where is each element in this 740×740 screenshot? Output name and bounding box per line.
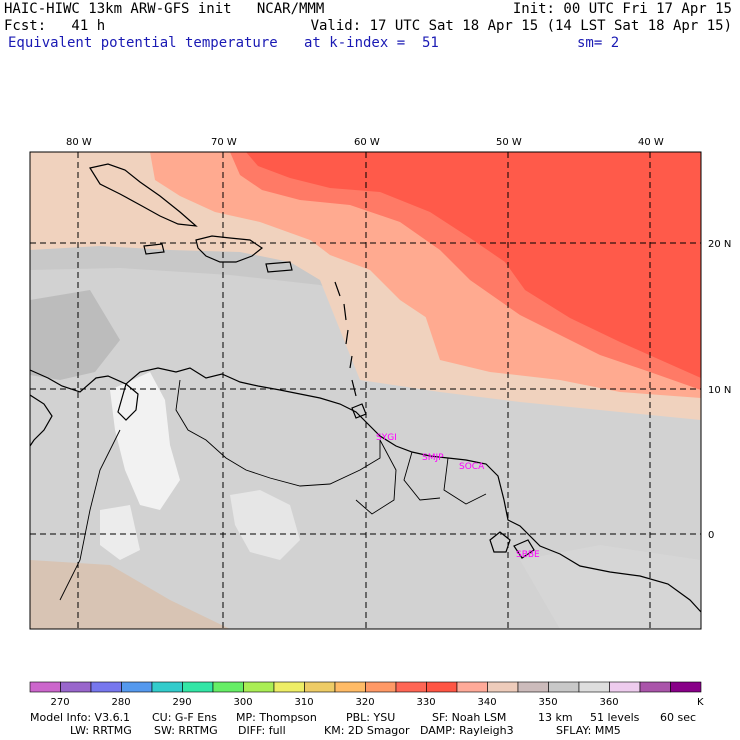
forecast-hour: Fcst: 41 h: [4, 18, 106, 34]
lon-label-40w: 40 W: [638, 137, 664, 148]
colorbar-swatch: [609, 681, 641, 693]
colorbar-swatch: [365, 681, 397, 693]
footer-sflay: SFLAY: MM5: [556, 724, 621, 737]
field-dark-gray-west: [30, 290, 120, 380]
footer-km: KM: 2D Smagor: [324, 724, 410, 737]
colorbar-swatch: [517, 681, 549, 693]
coast-hispaniola: [195, 235, 264, 263]
lat-label-0: 0: [708, 530, 714, 541]
smoothing-label: sm= 2: [577, 35, 620, 51]
coast-lake-maracaibo: [117, 382, 139, 421]
colorbar-labels: 270 280 290 300 310 320 330 340 350 360: [51, 697, 619, 708]
colorbar-tick-label: 320: [356, 697, 375, 708]
station-soca: SOCA: [459, 462, 485, 472]
coast-central-america: [30, 394, 53, 447]
station-sbbe: SBBE: [516, 550, 540, 560]
colorbar-swatch: [273, 681, 305, 693]
lon-label-50w: 50 W: [496, 137, 522, 148]
lon-label-80w: 80 W: [66, 137, 92, 148]
field-light-southeast: [520, 545, 701, 629]
border-guyana: [355, 439, 397, 515]
border-venezuela: [175, 379, 381, 487]
init-time: Init: 00 UTC Fri 17 Apr 15: [512, 1, 732, 17]
valid-time: Valid: 17 UTC Sat 18 Apr 15 (14 LST Sat …: [310, 18, 732, 34]
colorbar-swatch: [121, 681, 153, 693]
colorbar-swatch: [426, 681, 458, 693]
colorbar-swatch: [334, 681, 366, 693]
field-red: [246, 152, 701, 378]
highlands-guiana: [230, 490, 300, 560]
colorbar-swatch: [639, 681, 671, 693]
colorbar-swatch: [578, 681, 610, 693]
colorbar-swatch: [456, 681, 488, 693]
lat-label-10n: 10 N: [708, 385, 731, 396]
colorbar-swatch: [151, 681, 183, 693]
colorbar-tick-label: 270: [51, 697, 70, 708]
coast-jamaica: [143, 243, 165, 255]
colorbar-swatch: [60, 681, 92, 693]
graticule: [30, 152, 701, 629]
theta-e-field: SYGI SMJP SOCA SBBE: [30, 152, 701, 629]
footer-cu: CU: G-F Ens: [152, 711, 217, 724]
field-name: Equivalent potential temperature: [8, 35, 278, 51]
colorbar: [29, 681, 702, 693]
colorbar-tick-label: 350: [539, 697, 558, 708]
highlands-andes: [110, 372, 180, 510]
footer-levels: 51 levels: [590, 711, 640, 724]
colorbar-swatch: [395, 681, 427, 693]
colorbar-swatch: [212, 681, 244, 693]
field-tan-southwest: [30, 560, 230, 629]
colorbar-swatch: [29, 681, 61, 693]
footer-model-info: Model Info: V3.6.1: [30, 711, 131, 724]
station-smjp: SMJP: [422, 453, 444, 463]
level-label: at k-index = 51: [304, 35, 439, 51]
colorbar-swatch: [304, 681, 336, 693]
border-suriname: [403, 451, 441, 501]
field-salmon-tongue: [300, 226, 440, 320]
footer-resolution: 13 km: [538, 711, 573, 724]
footer-lw: LW: RRTMG: [70, 724, 132, 737]
lon-label-70w: 70 W: [211, 137, 237, 148]
coastlines: [30, 163, 701, 613]
colorbar-unit: K: [697, 697, 704, 708]
map-frame: [29, 151, 702, 630]
footer-pbl: PBL: YSU: [346, 711, 396, 724]
colorbar-tick-label: 330: [417, 697, 436, 708]
border-french-guiana: [443, 457, 487, 505]
model-title: HAIC-HIWC 13km ARW-GFS init NCAR/MMM: [4, 1, 325, 17]
colorbar-swatch: [670, 681, 702, 693]
colorbar-swatch: [548, 681, 580, 693]
coast-cuba: [89, 163, 198, 227]
footer-mp: MP: Thompson: [236, 711, 317, 724]
colorbar-swatch: [243, 681, 275, 693]
footer-sw: SW: RRTMG: [154, 724, 218, 737]
highlands-south: [100, 505, 140, 560]
colorbar-tick-label: 340: [478, 697, 497, 708]
coast-lesser-antilles: [334, 281, 357, 397]
footer-damp: DAMP: Rayleigh3: [420, 724, 514, 737]
footer-diff: DIFF: full: [238, 724, 286, 737]
colorbar-tick-label: 360: [600, 697, 619, 708]
station-sygi: SYGI: [376, 433, 397, 443]
colorbar-tick-label: 280: [112, 697, 131, 708]
colorbar-swatch: [182, 681, 214, 693]
footer-sf: SF: Noah LSM: [432, 711, 507, 724]
colorbar-tick-label: 310: [295, 697, 314, 708]
colorbar-tick-label: 290: [173, 697, 192, 708]
coast-south-america: [30, 367, 701, 613]
lon-label-60w: 60 W: [354, 137, 380, 148]
footer-timestep: 60 sec: [660, 711, 697, 724]
colorbar-tick-label: 300: [234, 697, 253, 708]
coast-puerto-rico: [265, 261, 293, 273]
lat-label-20n: 20 N: [708, 239, 731, 250]
colorbar-swatch: [90, 681, 122, 693]
colorbar-swatch: [487, 681, 519, 693]
border-colombia: [59, 429, 121, 601]
